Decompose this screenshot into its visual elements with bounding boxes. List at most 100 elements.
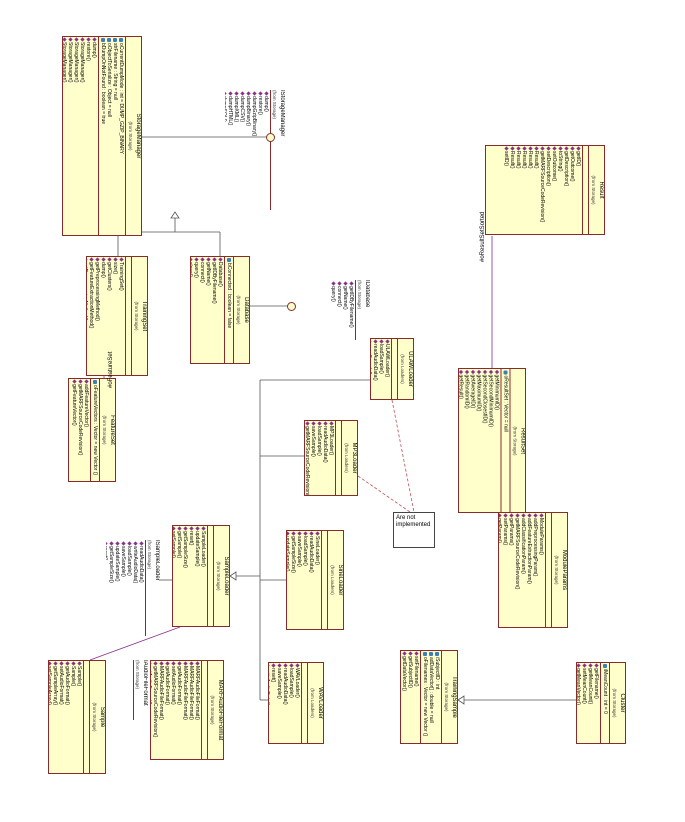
operation-icon [539, 513, 544, 518]
operation-icon [297, 531, 302, 536]
attributes-compartment [83, 661, 89, 773]
operation-text: readAudioData() [138, 546, 144, 583]
operation-text: setAudioFormat() [170, 666, 176, 705]
operations-compartment: WAVLoader() loadSample() readAudioData() sa… [269, 663, 301, 743]
operation-text: updateSample() [194, 531, 200, 567]
operation-icon [470, 369, 475, 374]
operations-compartment: TrainingSet() size() getClusters() dump() ge… [87, 257, 125, 375]
operation-row: getIDByFilename() [211, 257, 217, 362]
operation-row: getResult() [459, 369, 463, 511]
operation-text: saveSample() [120, 546, 126, 577]
operation-text: getIDByFilename() [211, 262, 217, 304]
note-not-implemented: Are not implemented [393, 512, 435, 548]
operation-icon [323, 421, 328, 426]
operation-icon [588, 663, 593, 668]
operation-row: getMeanVector() [577, 663, 581, 742]
interface-idatabase: IDatabase (from Storage) getIDByFilename()… [330, 280, 370, 340]
class-package: (from Storage) [512, 425, 517, 455]
class-name-text: FeatureSet [109, 415, 115, 445]
operation-icon [476, 369, 481, 374]
operation-text: dumpGzipBinary() [251, 96, 257, 137]
operation-icon [89, 257, 94, 262]
operation-row: Result() [515, 146, 521, 233]
operation-text: setOutcome() [551, 151, 557, 182]
class-package: (from Storage) [591, 175, 596, 205]
class-name-text: ULAWLoader [407, 351, 413, 387]
interface-istorage-manager-lollipop [266, 133, 275, 142]
attribute-text: iSubjectID : int [434, 657, 440, 690]
operation-icon [234, 91, 239, 96]
attribute-row: adDataVector[] : double = null [428, 652, 434, 742]
operation-text: getClusters() [106, 262, 112, 291]
operation-row: saveSample() [310, 421, 316, 494]
operation-icon [252, 91, 257, 96]
operation-text: dump() [91, 42, 97, 58]
class-name: IDatabase (from Storage) [355, 280, 370, 340]
operation-text: saveSample() [276, 668, 282, 699]
class-content: Result (from Storage) getID() getOutcome() g… [486, 146, 604, 234]
class-name: SampleLoader (from Storage) [213, 526, 229, 626]
note-link-ulaw [391, 399, 415, 513]
class-name: StorageManager (from Storage) [125, 37, 141, 235]
operation-text: getAudioFormat() [176, 666, 182, 705]
operation-icon [329, 421, 334, 426]
class-content: ResultSet (from Storage) oResultSet : Vect… [459, 369, 525, 512]
operation-row: getFilename() [593, 663, 599, 742]
operation-row: setSample() [173, 526, 176, 625]
operation-text: readAudioData() [308, 536, 314, 573]
operation-row: getSubjectID() [407, 651, 413, 742]
operation-row: getFeatureExtractionMethod() [88, 257, 94, 374]
operation-row: Result() [527, 146, 533, 233]
operation-row: dumpHTML() [227, 91, 233, 208]
operation-row: readAudioData() [282, 663, 288, 742]
attribute-row: oObjectToSerialize : Object = null [106, 38, 112, 234]
attribute-icon [113, 38, 118, 42]
operation-text: Sample() [76, 666, 82, 687]
operation-text: getSubjectID() [407, 656, 413, 688]
operation-text: toString() [557, 151, 563, 172]
class-content: IAudioFileFormat (from Storage) [122, 660, 148, 720]
operation-icon [289, 663, 294, 668]
operation-text: writeAudioData() [132, 546, 138, 584]
class-name-text: ModuleParams [561, 549, 567, 591]
class-content: SineLoader (from Loaders) SineLoader() read… [287, 531, 343, 629]
operation-text: getFeatureVector() [71, 384, 77, 426]
operation-icon [212, 257, 217, 262]
operation-row: ModuleParams() [538, 513, 544, 626]
operation-text: StorageManager() [79, 42, 85, 83]
operation-row: loadSample() [288, 663, 294, 742]
class-name: Sample (from Storage) [89, 661, 105, 773]
class-name: TrainingSet (from Storage) [131, 257, 147, 375]
class-content: Database (from Storage) bConnected : boole… [191, 257, 249, 363]
operation-icon [246, 91, 251, 96]
operation-text: getMARFSourceCodeRevision() [152, 666, 158, 738]
operation-icon [106, 541, 108, 546]
operation-text: getMARFSourceCodeRevision() [539, 151, 545, 223]
operation-text: restore() [85, 42, 91, 61]
attributes-compartment: oCurrentDumpMode : int = DUMP_GZIP_BINAR… [98, 37, 125, 235]
operation-row: close() [191, 257, 193, 362]
operation-text: setID() [503, 151, 509, 166]
operation-row: query() [193, 257, 199, 362]
operation-row: Sample() [70, 661, 76, 772]
operation-text: addFeatureExtractionParam() [526, 518, 532, 584]
class-sample: Sample (from Storage) Sample() Sample() getA… [48, 660, 106, 774]
class-name-text: SineLoader [337, 564, 343, 596]
operation-text: addPreprocessingParam() [532, 518, 538, 577]
operation-row: WAVLoader() [294, 663, 300, 742]
class-feature-set: FeatureSet (from Storage) oFeatureVectors … [68, 378, 116, 482]
operation-row: dumpCSV() [239, 91, 245, 208]
class-sample-loader: SampleLoader (from Storage) SampleLoader()… [172, 525, 230, 627]
operation-text: readAudioData() [282, 668, 288, 705]
operation-row: getSampleSize() [108, 541, 114, 634]
operations-compartment: Sample() Sample() getAudioFormat() setAudio… [49, 661, 83, 773]
class-package: (from Storage) [102, 415, 107, 445]
attributes-compartment [391, 339, 397, 399]
operation-row: dumpGzipBinary() [251, 91, 257, 208]
operation-text: dumpSQL() [225, 96, 227, 122]
operation-text: getAudioFormat() [164, 666, 170, 705]
class-content: IStorageManager (from Storage) dump() resto… [225, 90, 285, 210]
operation-icon [189, 661, 194, 666]
operation-icon [558, 146, 563, 151]
attribute-text: oResultSet : Vector = null [502, 375, 508, 432]
